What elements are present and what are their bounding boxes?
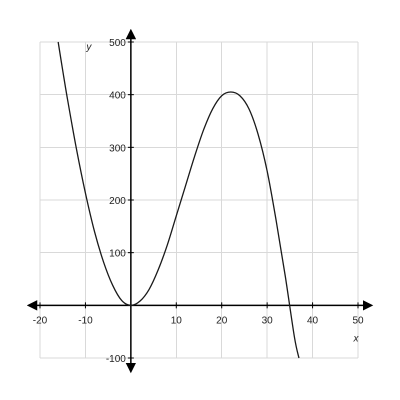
y-tick-label: 200 [109,196,126,207]
x-tick-label: 20 [216,315,228,326]
x-axis-label: x [353,333,360,344]
x-tick-label: 10 [171,315,183,326]
x-tick-label: 50 [352,315,364,326]
x-tick-label: 30 [262,315,274,326]
tick-labels: -20 -10 10 20 30 40 50 -100 100 200 300 400 500 x y [33,38,364,365]
x-tick-label: 40 [307,315,319,326]
y-tick-label: -100 [106,354,126,365]
axes [26,28,374,374]
y-tick-label: 300 [109,143,126,154]
grid [39,41,359,359]
series-layer [57,41,300,359]
y-tick-label: 400 [109,91,126,102]
y-tick-label: 500 [109,38,126,49]
y-axis-label: y [85,42,92,53]
x-tick-label: -10 [78,315,93,326]
x-tick-label: -20 [33,315,48,326]
series-line [57,41,300,359]
y-tick-label: 100 [109,249,126,260]
